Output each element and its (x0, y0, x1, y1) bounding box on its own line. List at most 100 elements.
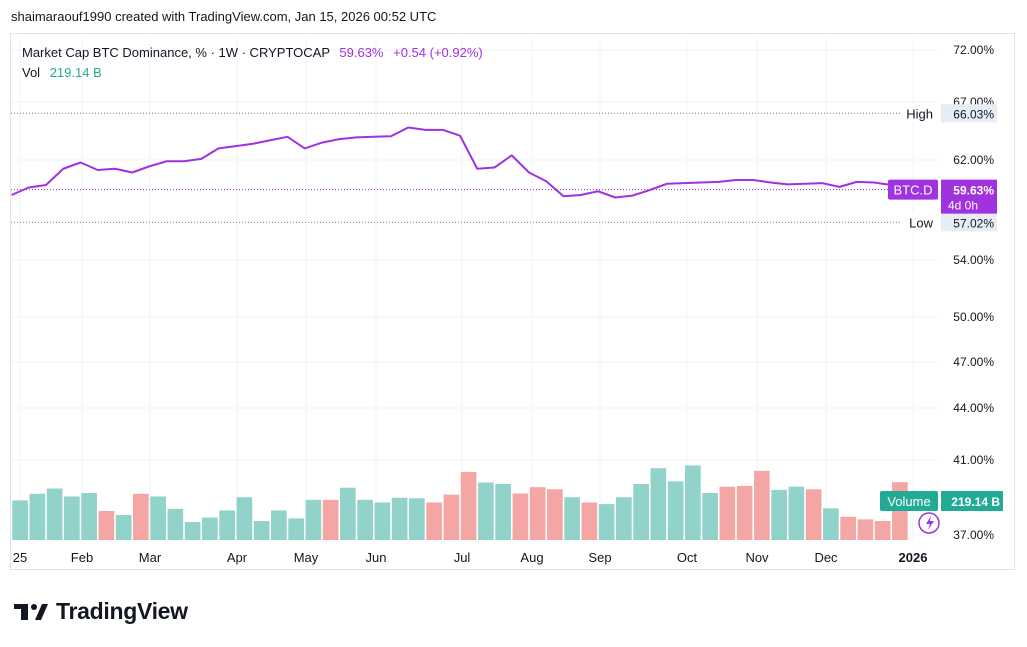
volume-bar (426, 502, 442, 540)
volume-bar (202, 517, 218, 540)
volume-bar (667, 481, 684, 540)
volume-bar (874, 520, 891, 540)
tradingview-logo[interactable]: TradingView (14, 598, 188, 625)
volume-bars (12, 465, 908, 540)
volume-tag-bg (880, 491, 938, 511)
time-axis-label: 2026 (899, 550, 928, 565)
volume-bar (771, 489, 787, 540)
volume-bar (754, 470, 770, 540)
volume-bar (46, 488, 63, 540)
volume-bar (633, 484, 649, 540)
volume-bar (150, 496, 166, 540)
chart-credit: shaimaraouf1990 created with TradingView… (11, 9, 437, 24)
volume-bar (12, 500, 28, 540)
time-axis-label: May (294, 550, 319, 565)
time-axis-label: 25 (13, 550, 27, 565)
legend-volume-label[interactable]: Vol (22, 65, 41, 80)
volume-bar (685, 465, 701, 540)
volume-bar (133, 493, 149, 540)
volume-bar (857, 519, 874, 540)
volume-bar (184, 522, 201, 540)
volume-bar (391, 497, 408, 540)
volume-bar (167, 508, 184, 540)
symbol-tag-bg (888, 179, 938, 200)
volume-bar (64, 496, 80, 540)
volume-bar (616, 497, 632, 540)
btc-dominance-line (11, 126, 892, 199)
last-price-tag-bg (941, 179, 997, 214)
legend-change: +0.54 (+0.92%) (393, 45, 483, 60)
volume-bar (98, 510, 115, 540)
grid-lines (11, 38, 938, 540)
volume-bar (115, 514, 132, 540)
time-axis-label: Aug (520, 550, 543, 565)
volume-bar (598, 504, 615, 540)
tag-bg (941, 213, 997, 232)
tradingview-logo-text: TradingView (56, 598, 188, 624)
high-tag-label: High (906, 106, 933, 121)
price-axis-label: 62.00% (953, 153, 994, 167)
volume-bar (478, 482, 494, 540)
price-line (11, 126, 892, 199)
price-axis-label: 72.00% (953, 43, 994, 57)
volume-bar (288, 518, 304, 540)
tag-bg (900, 213, 938, 232)
volume-tag-bg (941, 491, 1003, 511)
volume-bar (374, 502, 391, 540)
volume-bar (512, 493, 529, 540)
time-axis-label: Jul (454, 550, 471, 565)
volume-bar (409, 498, 425, 540)
time-axis: 25 Feb Mar Apr May Jun Jul Aug Sep Oct Nov Dec 2026 (13, 550, 928, 565)
price-tags: High 66.03% Low 57.02% BTC.D 59.63%4d 0h Volum… (880, 104, 1003, 534)
countdown: 4d 0h (948, 199, 978, 213)
volume-bar (529, 487, 546, 540)
volume-bar (443, 494, 460, 540)
tag-bg (941, 104, 997, 123)
volume-bar (892, 482, 908, 540)
volume-bar (219, 510, 235, 540)
volume-bar (581, 502, 598, 540)
volume-bar (805, 489, 822, 540)
chart-frame (10, 33, 1015, 570)
time-axis-label: Feb (71, 550, 93, 565)
volume-bar (823, 508, 839, 540)
chart-legend: Market Cap BTC Dominance, % · 1W · CRYPT… (22, 43, 483, 83)
price-axis: 72.00%67.00%62.00%54.00%50.00%47.00%44.0… (953, 43, 994, 542)
legend-price: 59.63% (339, 45, 384, 60)
tag-bg (900, 104, 938, 123)
low-tag-value: 57.02% (953, 216, 994, 230)
price-axis-label: 37.00% (953, 528, 994, 542)
volume-bar (253, 520, 270, 540)
volume-tag-value: 219.14 B (951, 495, 1000, 509)
price-axis-label: 41.00% (953, 453, 994, 467)
symbol-tag: BTC.D (894, 183, 933, 198)
price-axis-label: 47.00% (953, 355, 994, 369)
lightning-icon (926, 516, 934, 530)
price-axis-label: 50.00% (953, 310, 994, 324)
volume-bar (271, 510, 287, 540)
price-axis-label: 54.00% (953, 253, 994, 267)
volume-bar (460, 471, 477, 540)
volume-bar (719, 486, 736, 540)
time-axis-label: Apr (227, 550, 248, 565)
time-axis-label: Mar (139, 550, 162, 565)
volume-bar (29, 493, 46, 540)
volume-bar (236, 497, 253, 540)
volume-bar (736, 485, 753, 540)
tradingview-logo-icon (14, 603, 48, 620)
volume-bar (357, 499, 373, 540)
volume-bar (547, 489, 563, 540)
volume-bar (305, 499, 322, 540)
volume-bar (564, 497, 580, 540)
time-axis-label: Oct (677, 550, 698, 565)
legend-title[interactable]: Market Cap BTC Dominance, % · 1W · CRYPT… (22, 45, 330, 60)
time-axis-label: Nov (745, 550, 769, 565)
high-tag-value: 66.03% (953, 107, 994, 121)
volume-bar (495, 484, 511, 540)
volume-bar (81, 493, 97, 540)
volume-bar (650, 468, 667, 540)
volume-bar (702, 493, 718, 540)
time-axis-label: Sep (588, 550, 611, 565)
last-price-value: 59.63% (953, 184, 994, 198)
